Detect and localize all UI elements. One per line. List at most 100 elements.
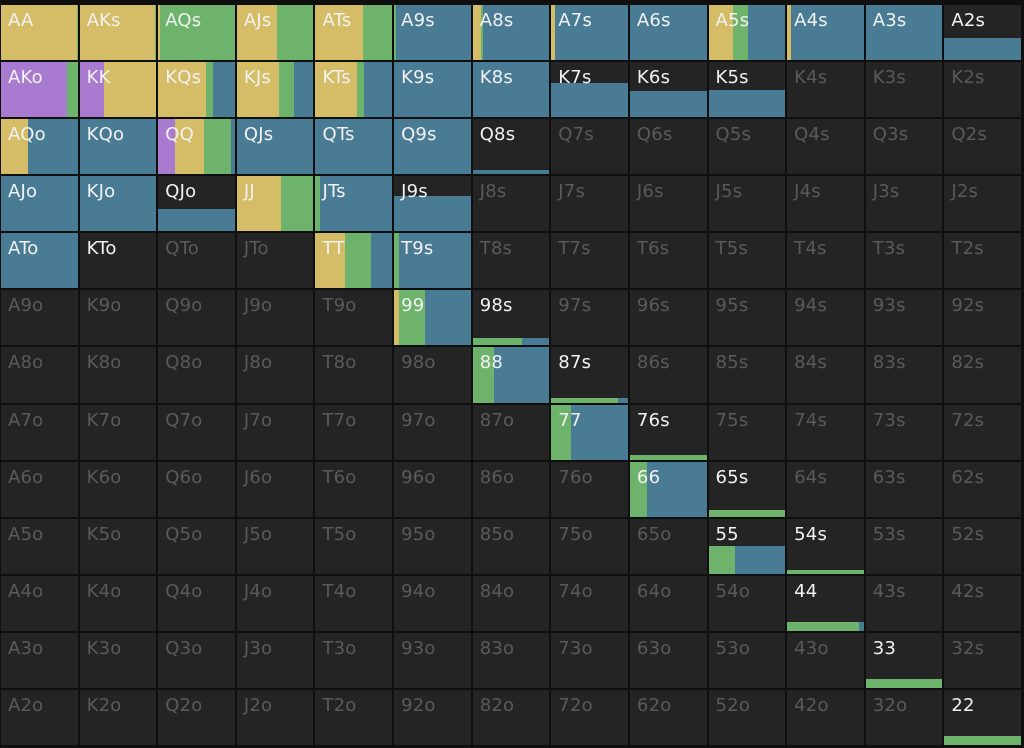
hand-cell-AKo[interactable]: AKo (1, 62, 78, 118)
hand-cell-97s[interactable]: 97s (551, 290, 628, 346)
hand-cell-42o[interactable]: 42o (787, 689, 864, 745)
hand-cell-AJs[interactable]: AJs (236, 5, 314, 61)
hand-cell-84o[interactable]: 84o (472, 575, 550, 631)
hand-cell-AQo[interactable]: AQo (1, 119, 78, 175)
hand-cell-J8o[interactable]: J8o (236, 347, 314, 403)
hand-cell-53s[interactable]: 53s (865, 518, 943, 574)
hand-cell-Q8s[interactable]: Q8s (472, 119, 550, 175)
hand-cell-Q6o[interactable]: Q6o (158, 461, 235, 517)
hand-cell-KTs[interactable]: KTs (315, 62, 393, 118)
hand-cell-A2o[interactable]: A2o (1, 689, 78, 745)
hand-cell-KTo[interactable]: KTo (79, 233, 157, 289)
hand-cell-Q9o[interactable]: Q9o (158, 290, 235, 346)
hand-cell-T6o[interactable]: T6o (315, 461, 393, 517)
hand-cell-J5s[interactable]: J5s (708, 176, 786, 232)
hand-cell-42s[interactable]: 42s (944, 575, 1021, 631)
hand-cell-84s[interactable]: 84s (787, 347, 864, 403)
hand-cell-K4o[interactable]: K4o (79, 575, 157, 631)
hand-cell-22[interactable]: 22 (944, 689, 1021, 745)
hand-cell-Q3o[interactable]: Q3o (158, 632, 235, 688)
hand-cell-T2o[interactable]: T2o (315, 689, 393, 745)
hand-cell-T7o[interactable]: T7o (315, 404, 393, 460)
hand-cell-T6s[interactable]: T6s (629, 233, 707, 289)
hand-cell-KJs[interactable]: KJs (236, 62, 314, 118)
hand-cell-65o[interactable]: 65o (629, 518, 707, 574)
hand-cell-96s[interactable]: 96s (629, 290, 707, 346)
hand-cell-K7s[interactable]: K7s (551, 62, 628, 118)
hand-cell-K2o[interactable]: K2o (79, 689, 157, 745)
hand-cell-KK[interactable]: KK (79, 62, 157, 118)
hand-cell-A6s[interactable]: A6s (629, 5, 707, 61)
hand-cell-T7s[interactable]: T7s (551, 233, 628, 289)
hand-cell-QTo[interactable]: QTo (158, 233, 235, 289)
hand-cell-87s[interactable]: 87s (551, 347, 628, 403)
hand-cell-A7s[interactable]: A7s (551, 5, 628, 61)
hand-cell-72s[interactable]: 72s (944, 404, 1021, 460)
hand-cell-KQs[interactable]: KQs (158, 62, 235, 118)
hand-cell-Q3s[interactable]: Q3s (865, 119, 943, 175)
hand-cell-JJ[interactable]: JJ (236, 176, 314, 232)
hand-cell-J9s[interactable]: J9s (394, 176, 471, 232)
hand-cell-99[interactable]: 99 (394, 290, 471, 346)
hand-cell-J9o[interactable]: J9o (236, 290, 314, 346)
hand-cell-A2s[interactable]: A2s (944, 5, 1021, 61)
hand-cell-J6o[interactable]: J6o (236, 461, 314, 517)
hand-cell-J3s[interactable]: J3s (865, 176, 943, 232)
hand-cell-62s[interactable]: 62s (944, 461, 1021, 517)
hand-cell-43s[interactable]: 43s (865, 575, 943, 631)
hand-cell-72o[interactable]: 72o (551, 689, 628, 745)
hand-cell-J7o[interactable]: J7o (236, 404, 314, 460)
hand-cell-64o[interactable]: 64o (629, 575, 707, 631)
hand-cell-A4o[interactable]: A4o (1, 575, 78, 631)
hand-cell-94s[interactable]: 94s (787, 290, 864, 346)
hand-cell-A3s[interactable]: A3s (865, 5, 943, 61)
hand-cell-J7s[interactable]: J7s (551, 176, 628, 232)
hand-cell-J4s[interactable]: J4s (787, 176, 864, 232)
hand-cell-Q8o[interactable]: Q8o (158, 347, 235, 403)
hand-cell-62o[interactable]: 62o (629, 689, 707, 745)
hand-cell-77[interactable]: 77 (551, 404, 628, 460)
hand-cell-75o[interactable]: 75o (551, 518, 628, 574)
hand-cell-Q2s[interactable]: Q2s (944, 119, 1021, 175)
hand-cell-K3s[interactable]: K3s (865, 62, 943, 118)
hand-cell-52o[interactable]: 52o (708, 689, 786, 745)
hand-cell-Q4o[interactable]: Q4o (158, 575, 235, 631)
hand-cell-63o[interactable]: 63o (629, 632, 707, 688)
hand-cell-T2s[interactable]: T2s (944, 233, 1021, 289)
hand-cell-75s[interactable]: 75s (708, 404, 786, 460)
hand-cell-KQo[interactable]: KQo (79, 119, 157, 175)
hand-cell-73s[interactable]: 73s (865, 404, 943, 460)
hand-cell-ATo[interactable]: ATo (1, 233, 78, 289)
hand-cell-T8s[interactable]: T8s (472, 233, 550, 289)
hand-cell-74s[interactable]: 74s (787, 404, 864, 460)
hand-cell-44[interactable]: 44 (787, 575, 864, 631)
hand-cell-K6s[interactable]: K6s (629, 62, 707, 118)
hand-cell-K7o[interactable]: K7o (79, 404, 157, 460)
hand-cell-K6o[interactable]: K6o (79, 461, 157, 517)
hand-cell-93s[interactable]: 93s (865, 290, 943, 346)
hand-cell-J5o[interactable]: J5o (236, 518, 314, 574)
hand-cell-74o[interactable]: 74o (551, 575, 628, 631)
hand-cell-88[interactable]: 88 (472, 347, 550, 403)
hand-cell-J6s[interactable]: J6s (629, 176, 707, 232)
hand-cell-T3s[interactable]: T3s (865, 233, 943, 289)
hand-cell-64s[interactable]: 64s (787, 461, 864, 517)
hand-cell-T5s[interactable]: T5s (708, 233, 786, 289)
hand-cell-63s[interactable]: 63s (865, 461, 943, 517)
hand-cell-53o[interactable]: 53o (708, 632, 786, 688)
hand-cell-K3o[interactable]: K3o (79, 632, 157, 688)
hand-cell-QQ[interactable]: QQ (158, 119, 235, 175)
hand-cell-76s[interactable]: 76s (629, 404, 707, 460)
hand-cell-76o[interactable]: 76o (551, 461, 628, 517)
hand-cell-J4o[interactable]: J4o (236, 575, 314, 631)
hand-cell-A8s[interactable]: A8s (472, 5, 550, 61)
hand-cell-93o[interactable]: 93o (394, 632, 471, 688)
hand-cell-83s[interactable]: 83s (865, 347, 943, 403)
hand-cell-Q9s[interactable]: Q9s (394, 119, 471, 175)
hand-cell-96o[interactable]: 96o (394, 461, 471, 517)
hand-cell-T4o[interactable]: T4o (315, 575, 393, 631)
hand-cell-85o[interactable]: 85o (472, 518, 550, 574)
hand-cell-33[interactable]: 33 (865, 632, 943, 688)
hand-cell-82s[interactable]: 82s (944, 347, 1021, 403)
hand-cell-82o[interactable]: 82o (472, 689, 550, 745)
